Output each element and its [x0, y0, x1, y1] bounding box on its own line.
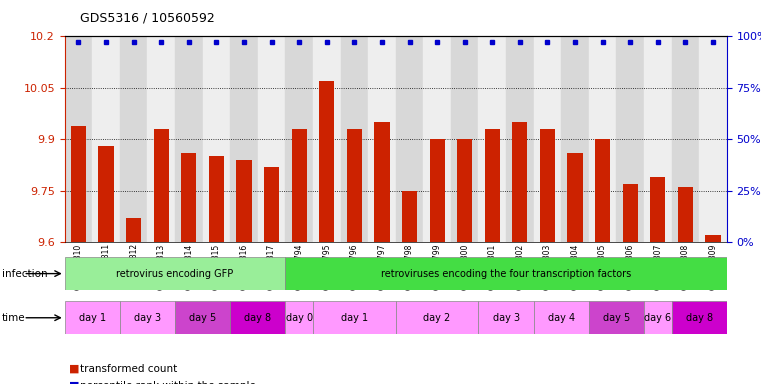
Bar: [313, 36, 340, 242]
Bar: [595, 139, 610, 242]
Bar: [561, 36, 589, 242]
Bar: [512, 122, 527, 242]
Text: day 8: day 8: [244, 313, 272, 323]
Bar: [148, 36, 175, 242]
Bar: [451, 36, 479, 242]
Text: GDS5316 / 10560592: GDS5316 / 10560592: [80, 12, 215, 25]
Bar: [699, 36, 727, 242]
Bar: [126, 218, 142, 242]
Text: day 0: day 0: [285, 313, 313, 323]
Bar: [319, 81, 334, 242]
Bar: [589, 36, 616, 242]
Text: day 3: day 3: [492, 313, 520, 323]
Bar: [71, 126, 86, 242]
Bar: [644, 301, 671, 334]
Bar: [457, 139, 473, 242]
Bar: [230, 36, 258, 242]
Bar: [313, 301, 396, 334]
Bar: [258, 36, 285, 242]
Bar: [429, 139, 444, 242]
Bar: [285, 301, 313, 334]
Bar: [506, 36, 533, 242]
Bar: [65, 257, 285, 290]
Bar: [209, 156, 224, 242]
Bar: [533, 36, 561, 242]
Bar: [264, 167, 279, 242]
Bar: [479, 301, 533, 334]
Text: day 1: day 1: [341, 313, 368, 323]
Bar: [622, 184, 638, 242]
Text: retroviruses encoding the four transcription factors: retroviruses encoding the four transcrip…: [381, 268, 631, 279]
Bar: [175, 36, 202, 242]
Text: percentile rank within the sample: percentile rank within the sample: [80, 381, 256, 384]
Bar: [479, 36, 506, 242]
Text: day 4: day 4: [548, 313, 575, 323]
Bar: [230, 301, 285, 334]
Text: day 5: day 5: [189, 313, 216, 323]
Bar: [65, 36, 92, 242]
Text: day 2: day 2: [423, 313, 451, 323]
Bar: [671, 36, 699, 242]
Bar: [423, 36, 451, 242]
Bar: [119, 301, 175, 334]
Bar: [396, 301, 479, 334]
Bar: [568, 153, 583, 242]
Bar: [368, 36, 396, 242]
Text: day 5: day 5: [603, 313, 630, 323]
Text: day 6: day 6: [645, 313, 671, 323]
Text: transformed count: transformed count: [80, 364, 177, 374]
Bar: [650, 177, 665, 242]
Bar: [533, 301, 589, 334]
Text: retrovirus encoding GFP: retrovirus encoding GFP: [116, 268, 234, 279]
Bar: [65, 301, 119, 334]
Bar: [120, 36, 148, 242]
Bar: [285, 36, 313, 242]
Bar: [285, 257, 727, 290]
Text: day 8: day 8: [686, 313, 713, 323]
Bar: [98, 146, 113, 242]
Bar: [237, 160, 252, 242]
Text: infection: infection: [2, 268, 47, 279]
Bar: [347, 129, 362, 242]
Bar: [181, 153, 196, 242]
Bar: [644, 36, 671, 242]
Bar: [671, 301, 727, 334]
Bar: [175, 301, 230, 334]
Bar: [485, 129, 500, 242]
Bar: [202, 36, 230, 242]
Bar: [540, 129, 555, 242]
Bar: [374, 122, 390, 242]
Bar: [589, 301, 644, 334]
Text: ■: ■: [68, 364, 79, 374]
Bar: [402, 190, 417, 242]
Bar: [291, 129, 307, 242]
Bar: [678, 187, 693, 242]
Bar: [92, 36, 120, 242]
Text: ■: ■: [68, 381, 79, 384]
Bar: [154, 129, 169, 242]
Text: day 3: day 3: [134, 313, 161, 323]
Bar: [341, 36, 368, 242]
Bar: [396, 36, 423, 242]
Bar: [705, 235, 721, 242]
Text: time: time: [2, 313, 25, 323]
Bar: [616, 36, 644, 242]
Text: day 1: day 1: [78, 313, 106, 323]
